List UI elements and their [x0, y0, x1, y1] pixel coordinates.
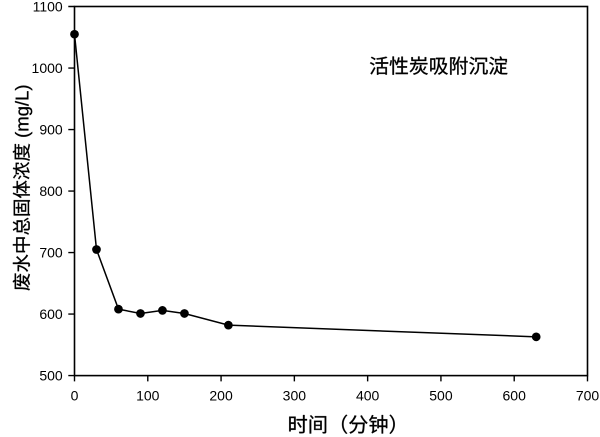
svg-text:1000: 1000 — [32, 60, 63, 76]
svg-text:600: 600 — [39, 306, 63, 322]
svg-text:100: 100 — [136, 387, 160, 403]
svg-text:200: 200 — [209, 387, 233, 403]
svg-text:700: 700 — [576, 387, 600, 403]
svg-text:500: 500 — [39, 368, 63, 384]
svg-text:900: 900 — [39, 122, 63, 138]
svg-text:400: 400 — [356, 387, 380, 403]
svg-text:0: 0 — [71, 387, 79, 403]
svg-text:500: 500 — [429, 387, 453, 403]
svg-text:300: 300 — [283, 387, 307, 403]
svg-text:700: 700 — [39, 245, 63, 261]
svg-text:800: 800 — [39, 183, 63, 199]
svg-text:1100: 1100 — [33, 0, 63, 15]
svg-text:600: 600 — [503, 387, 527, 403]
